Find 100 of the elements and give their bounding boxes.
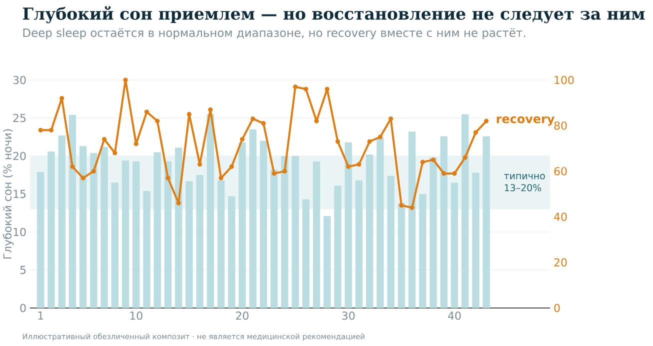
point xyxy=(346,164,351,169)
bar xyxy=(90,152,98,308)
point xyxy=(430,158,436,162)
y-tick-label: 15 xyxy=(14,190,26,198)
bar xyxy=(430,158,437,308)
point xyxy=(356,162,362,167)
bar xyxy=(312,161,320,308)
point xyxy=(293,84,298,90)
bar xyxy=(132,161,140,308)
bar xyxy=(249,129,256,308)
point xyxy=(388,116,394,122)
bar xyxy=(143,190,150,308)
y-tick-label: 25 xyxy=(13,114,26,122)
y2-tick-label: 80 xyxy=(554,121,567,130)
bar xyxy=(174,148,182,308)
bar xyxy=(462,114,469,308)
point xyxy=(261,121,266,126)
point xyxy=(240,136,245,142)
bar xyxy=(419,194,426,308)
point xyxy=(452,171,457,176)
point xyxy=(335,139,340,144)
chart-title: Глубокий сон приемлем — но восстановление не следует за ним xyxy=(22,6,645,24)
x-tick-label: 20 xyxy=(236,312,248,320)
point xyxy=(367,139,372,144)
bar xyxy=(270,170,278,308)
bar xyxy=(450,182,458,308)
y2-tick-label: 40 xyxy=(554,212,567,221)
bar xyxy=(228,196,236,308)
bar xyxy=(217,180,225,308)
y-tick-label: 10 xyxy=(14,228,26,236)
bar xyxy=(472,172,480,308)
point xyxy=(484,118,489,124)
point xyxy=(314,118,319,124)
bar xyxy=(292,156,299,308)
bar xyxy=(366,154,374,308)
band-label: типично 13–20% xyxy=(504,174,545,192)
point xyxy=(70,164,75,169)
point xyxy=(324,86,330,92)
point xyxy=(410,205,414,210)
bar xyxy=(79,146,87,308)
point xyxy=(473,130,478,135)
y2-tick-label: 0 xyxy=(554,304,560,312)
bar xyxy=(154,152,161,308)
y-tick-label: 5 xyxy=(20,266,26,274)
point xyxy=(123,78,128,82)
bar xyxy=(100,146,108,308)
point xyxy=(282,168,287,174)
bar xyxy=(58,135,66,308)
bar xyxy=(324,216,331,308)
bar xyxy=(355,180,363,308)
point xyxy=(48,128,54,132)
point xyxy=(134,142,138,146)
bar xyxy=(238,142,246,308)
point xyxy=(442,171,446,176)
x-tick-label: 30 xyxy=(342,312,355,320)
point xyxy=(229,164,234,169)
point xyxy=(250,116,256,122)
point xyxy=(166,176,170,180)
bar xyxy=(482,136,490,308)
point xyxy=(198,162,202,167)
bar xyxy=(186,181,193,308)
bar xyxy=(164,161,172,308)
bar xyxy=(122,160,130,308)
y-tick-label: 0 xyxy=(20,304,26,312)
bar xyxy=(68,114,76,308)
point xyxy=(144,110,150,114)
point xyxy=(38,128,43,132)
bar xyxy=(196,175,204,308)
point xyxy=(60,96,64,101)
x-tick-label: 10 xyxy=(130,312,142,320)
point xyxy=(176,200,181,206)
point xyxy=(272,171,276,176)
y2-tick-label: 20 xyxy=(554,258,567,267)
y-axis-title: Глубокий сон (% ночи) xyxy=(2,129,14,259)
point xyxy=(208,107,213,112)
bar xyxy=(302,199,310,308)
point xyxy=(186,112,192,116)
point xyxy=(218,176,224,180)
bar xyxy=(408,132,416,308)
y-tick-label: 20 xyxy=(13,152,26,160)
y-tick-label: 30 xyxy=(13,76,26,84)
bar xyxy=(398,203,406,308)
point xyxy=(91,168,96,174)
series-label: recovery xyxy=(496,116,555,126)
y2-tick-label: 100 xyxy=(554,76,574,84)
chart-subtitle: Deep sleep остаётся в нормальном диапазоне, но recovery вместе с ним не растёт. xyxy=(23,28,526,40)
bar xyxy=(111,182,118,308)
point xyxy=(399,203,404,208)
point xyxy=(112,150,118,156)
bar xyxy=(376,138,384,308)
bar xyxy=(260,140,268,308)
point xyxy=(304,86,308,92)
point xyxy=(420,160,425,164)
bar xyxy=(206,114,214,308)
bar xyxy=(281,156,288,308)
x-tick-label: 40 xyxy=(448,312,461,320)
y2-tick-label: 60 xyxy=(554,167,567,176)
bar xyxy=(387,176,394,308)
point xyxy=(80,176,86,180)
bar xyxy=(37,172,44,308)
